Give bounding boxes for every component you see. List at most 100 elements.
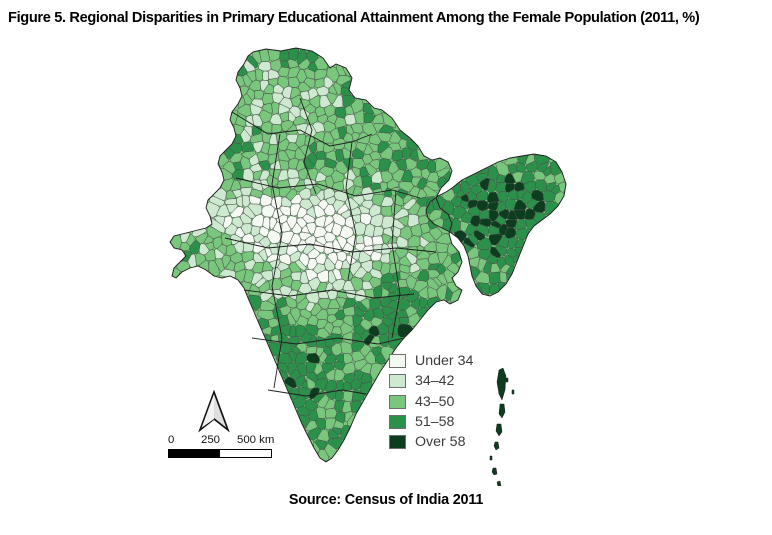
district-polygon (317, 298, 331, 310)
district-polygon (323, 76, 334, 89)
district-polygon (263, 84, 274, 94)
district-polygon (426, 172, 439, 183)
district-polygon (316, 428, 330, 442)
scale-tick-0: 0 (168, 434, 175, 446)
legend-swatch-icon-3 (389, 415, 406, 430)
legend-label-3: 51–58 (415, 413, 455, 430)
legend-item-0: Under 34 (389, 351, 504, 371)
district-polygon (465, 223, 477, 236)
district-polygon (354, 305, 365, 318)
district-polygon (487, 178, 497, 194)
island-polygon (496, 480, 502, 486)
district-polygon (361, 175, 372, 189)
district-polygon (343, 389, 354, 403)
district-polygon (397, 323, 414, 338)
district-polygon (352, 193, 365, 206)
district-polygon (378, 158, 392, 172)
district-polygon (325, 150, 337, 162)
district-polygon (179, 241, 191, 251)
district-polygon (271, 101, 280, 115)
district-polygon (343, 306, 356, 317)
district-polygon (435, 242, 449, 253)
district-polygon (391, 149, 404, 162)
district-polygon (286, 133, 299, 144)
district-polygon (306, 371, 318, 383)
district-polygon (313, 240, 325, 254)
district-polygon (496, 191, 509, 203)
district-polygon (377, 132, 392, 143)
district-polygon (308, 277, 321, 291)
district-polygon (295, 123, 308, 135)
district-polygon (495, 244, 508, 256)
map-figure: 0 250 500 km Under 34 34–42 43–50 51–58 (0, 38, 772, 486)
district-polygon (189, 239, 201, 254)
district-polygon (259, 110, 273, 123)
district-polygon (215, 203, 231, 217)
state-borders (169, 47, 567, 463)
district-polygon (360, 298, 371, 309)
district-polygon (332, 213, 346, 227)
district-polygon (488, 271, 501, 285)
scale-bar-ticks: 0 250 500 km (168, 434, 280, 449)
state-boundary (391, 189, 401, 339)
district-polygon (352, 158, 365, 169)
country-outline (425, 153, 567, 297)
district-polygon (262, 102, 273, 114)
legend-item-3: 51–58 (389, 412, 504, 432)
district-polygon (287, 76, 300, 88)
district-polygon (280, 230, 295, 244)
district-polygon (343, 315, 354, 327)
district-polygon (266, 229, 281, 244)
legend-label-1: 34–42 (415, 373, 455, 390)
district-polygon (419, 223, 431, 234)
district-polygon (296, 315, 309, 327)
district-polygon (261, 121, 273, 134)
district-polygon (325, 368, 336, 381)
district-polygon (285, 296, 297, 309)
district-polygon (323, 204, 336, 217)
district-polygon (262, 186, 273, 198)
district-polygon (356, 131, 370, 145)
district-polygon (416, 258, 430, 270)
district-polygon (260, 142, 270, 155)
district-polygon (305, 324, 319, 336)
district-polygon (352, 175, 363, 188)
district-polygon (380, 147, 393, 160)
state-boundary (235, 177, 421, 199)
district-polygon (370, 251, 382, 262)
legend-swatch-icon-0 (389, 354, 406, 369)
district-polygon (371, 235, 384, 246)
district-polygon (373, 225, 384, 237)
district-polygon (499, 271, 508, 284)
district-polygon (307, 248, 321, 259)
district-polygon (368, 325, 380, 337)
island-polygon (489, 455, 493, 461)
district-polygon (260, 194, 273, 207)
source-caption: Source: Census of India 2011 (288, 492, 484, 508)
district-polygon (261, 204, 276, 218)
district-polygon (507, 189, 519, 201)
district-polygon (342, 331, 354, 344)
legend-item-1: 34–42 (389, 371, 504, 391)
scale-bar-segment-filled (169, 450, 220, 457)
scale-bar-segment-empty (220, 450, 271, 457)
district-polygon (324, 322, 334, 335)
state-boundary (243, 289, 415, 299)
district-polygon (397, 216, 409, 227)
district-polygon (378, 333, 389, 347)
district-polygon (495, 182, 506, 193)
state-boundary (345, 141, 357, 281)
district-polygon (360, 363, 372, 375)
district-polygon (363, 112, 376, 124)
district-polygon (233, 240, 245, 254)
district-polygon (306, 376, 316, 390)
district-polygon (355, 234, 365, 244)
island-polygon (495, 423, 503, 437)
island-polygon (505, 377, 509, 383)
district-polygon (335, 149, 345, 162)
district-polygon (432, 217, 444, 229)
district-polygon (505, 219, 518, 228)
district-polygon (315, 236, 327, 245)
district-polygon (325, 407, 338, 419)
scale-tick-250: 250 (201, 434, 221, 446)
